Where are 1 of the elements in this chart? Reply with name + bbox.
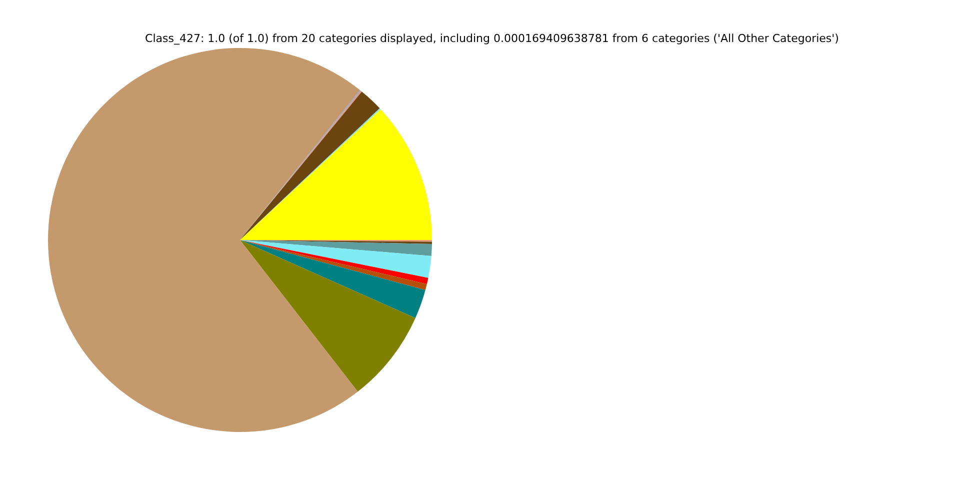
text: Class_427: 1.0 (of 1.0) from 20 categories displayed, including 0.000169409638781 from 6 categories ('All Other Categories') [144,32,840,45]
